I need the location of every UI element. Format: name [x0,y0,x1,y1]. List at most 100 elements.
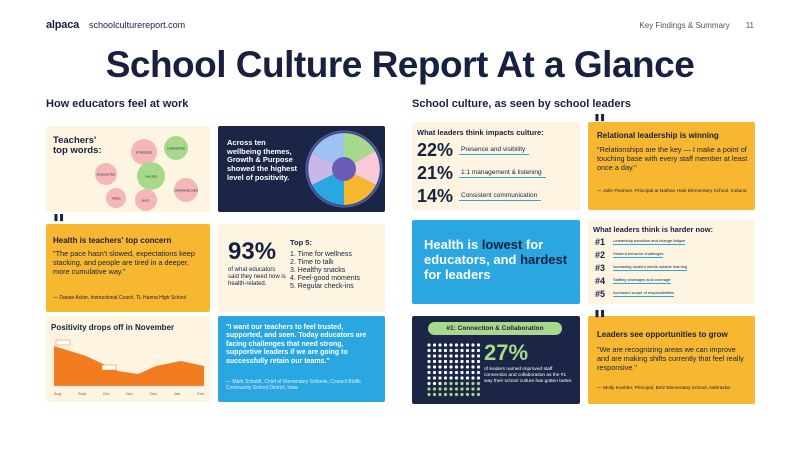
dot [476,365,481,369]
dot [449,376,453,380]
dot [438,392,442,397]
dot [438,365,442,369]
dot [427,392,431,397]
dot [465,359,470,364]
dot [443,365,448,369]
page-title: School Culture Report At a Glance [105,44,695,85]
dot [471,359,475,364]
dot [454,343,459,347]
dot [438,381,442,386]
dot [454,370,459,375]
mark-quote-card: "I want our teachers to feel trusted, su… [218,316,385,402]
svg-text:EXHAUSTED: EXHAUSTED [97,173,116,177]
dot [432,381,437,386]
dot [454,359,459,364]
health-lowest-card: Health is lowest for educators, and hard… [412,220,580,304]
connection-card: #1: Connection & Collaboration 27% of le… [412,316,580,404]
word-bubble: VALUED [137,162,165,190]
quote-mark-icon: " [593,110,607,140]
dot [454,387,459,391]
dot [471,354,475,358]
dot [465,381,470,386]
relational-heading: Relational leadership is winning [597,131,719,140]
dot [443,359,448,364]
impact-pct: 21% [417,163,454,183]
dot [460,354,464,358]
dot [449,365,453,369]
impacts-card: What leaders think impacts culture: 22% … [412,122,580,210]
dot [454,392,459,397]
dot [465,343,470,347]
positivity-card: Positivity drops off in November Aug Sept… [46,316,210,402]
dot [471,387,475,391]
dot [438,354,442,358]
harder-row: #2 Student behavior challenges [595,249,664,260]
impacts-heading: What leaders think impacts culture: [417,128,544,137]
dot [471,365,475,369]
site-url[interactable]: schoolculturereport.com [89,20,186,30]
dot [438,370,442,375]
dot [465,365,470,369]
dot [438,359,442,364]
dot [460,365,464,369]
dot [471,343,475,347]
dot [465,354,470,358]
positivity-chart [54,339,204,387]
relational-attribution: — Julie Pearson, Principal at Nathan Hal… [597,189,747,194]
health-concern-heading: Health is teachers' top concern [53,236,172,245]
impact-label: 1:1 management & listening [459,169,546,178]
wellbeing-card: Across ten wellbeing themes, Growth & Pu… [218,126,385,212]
harder-list: #1 Leadership transition and change fati… [595,235,688,300]
dot [449,359,453,364]
word-bubble: EXHAUSTED [95,163,117,185]
dot [454,348,459,353]
word-bubble: OVERWHELMED [174,178,199,202]
dot [449,392,453,397]
dot [449,387,453,391]
top5-item: 5. Regular check-ins [290,283,354,291]
dot [476,348,481,353]
connection-pill: #1: Connection & Collaboration [428,322,562,335]
alpaca-logo: alpaca [46,19,80,31]
dot [465,392,470,397]
relational-quote: "Relationships are the key — I make a po… [597,145,748,172]
dot [443,343,448,347]
word-bubble: STRESSED [131,139,157,165]
health-concern-quote: "The pace hasn't slowed, expectations ke… [53,249,195,276]
top-words-label: Teachers' top words: [53,135,102,157]
month-label: Dec [149,391,158,396]
month-label: Oct [102,391,110,396]
dot [460,370,464,375]
harder-row: #4 Staffing shortages and coverage [595,275,671,286]
dot [460,343,464,347]
dot [427,343,431,347]
left-heading: How educators feel at work [46,98,189,110]
dot [454,354,459,358]
dot [432,348,437,353]
word-bubble: BUSY [135,189,157,211]
dot [449,343,453,347]
wellbeing-wheel [305,130,383,208]
month-axis: Aug Sept Oct Nov Dec Jan Feb [54,391,204,396]
dot [460,348,464,353]
dot [460,376,464,380]
impact-row: 21% 1:1 management & listening [417,162,546,185]
top5-label: Top 5: [290,238,312,247]
dot [476,354,481,358]
dot [427,387,431,391]
dot [432,376,437,380]
dot [427,370,431,375]
dot [476,370,481,375]
word-bubbles: STRESSED EXHAUSTED SUPPORTED VALUED TIRED OVE… [95,136,199,211]
dot [471,392,475,397]
relational-card: Relational leadership is winning "Relati… [588,122,755,210]
quote-mark-icon: " [593,306,607,336]
page-number: 11 [745,20,754,30]
wellbeing-text: Across ten wellbeing themes, Growth & Pu… [227,138,298,182]
right-heading: School culture, as seen by school leader… [412,98,631,110]
dot [449,370,453,375]
impact-pct: 14% [417,186,454,206]
opportunities-card: Leaders see opportunities to grow "We ar… [588,316,755,404]
dot [432,370,437,375]
impact-row: 22% Presence and visibility [417,139,546,162]
